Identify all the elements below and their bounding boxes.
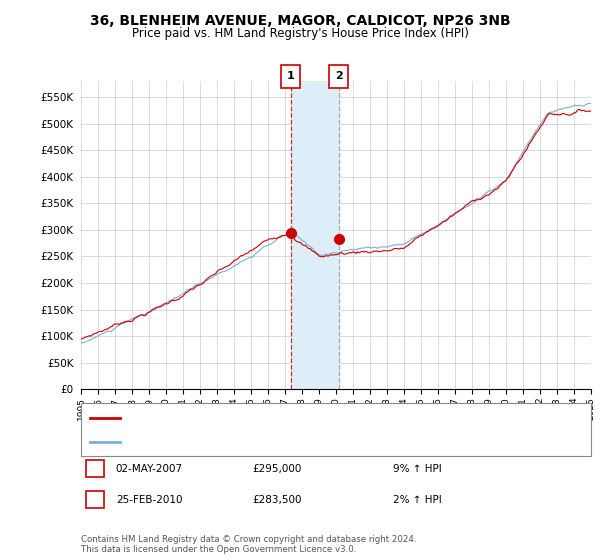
Text: 36, BLENHEIM AVENUE, MAGOR, CALDICOT, NP26 3NB (detached house): 36, BLENHEIM AVENUE, MAGOR, CALDICOT, NP… — [126, 413, 488, 423]
Text: 25-FEB-2010: 25-FEB-2010 — [116, 494, 182, 505]
Text: 2% ↑ HPI: 2% ↑ HPI — [393, 494, 442, 505]
Text: 9% ↑ HPI: 9% ↑ HPI — [393, 464, 442, 474]
Text: 2: 2 — [91, 494, 98, 505]
Text: HPI: Average price, detached house, Monmouthshire: HPI: Average price, detached house, Monm… — [126, 436, 388, 446]
Text: £283,500: £283,500 — [252, 494, 302, 505]
Text: £295,000: £295,000 — [252, 464, 301, 474]
Text: 2: 2 — [335, 72, 343, 82]
Text: 36, BLENHEIM AVENUE, MAGOR, CALDICOT, NP26 3NB: 36, BLENHEIM AVENUE, MAGOR, CALDICOT, NP… — [89, 14, 511, 28]
Text: Contains HM Land Registry data © Crown copyright and database right 2024.
This d: Contains HM Land Registry data © Crown c… — [81, 535, 416, 554]
Text: 1: 1 — [91, 464, 98, 474]
Bar — [290, 81, 338, 389]
Text: Price paid vs. HM Land Registry's House Price Index (HPI): Price paid vs. HM Land Registry's House … — [131, 27, 469, 40]
Text: 1: 1 — [287, 72, 295, 82]
Text: 02-MAY-2007: 02-MAY-2007 — [116, 464, 183, 474]
